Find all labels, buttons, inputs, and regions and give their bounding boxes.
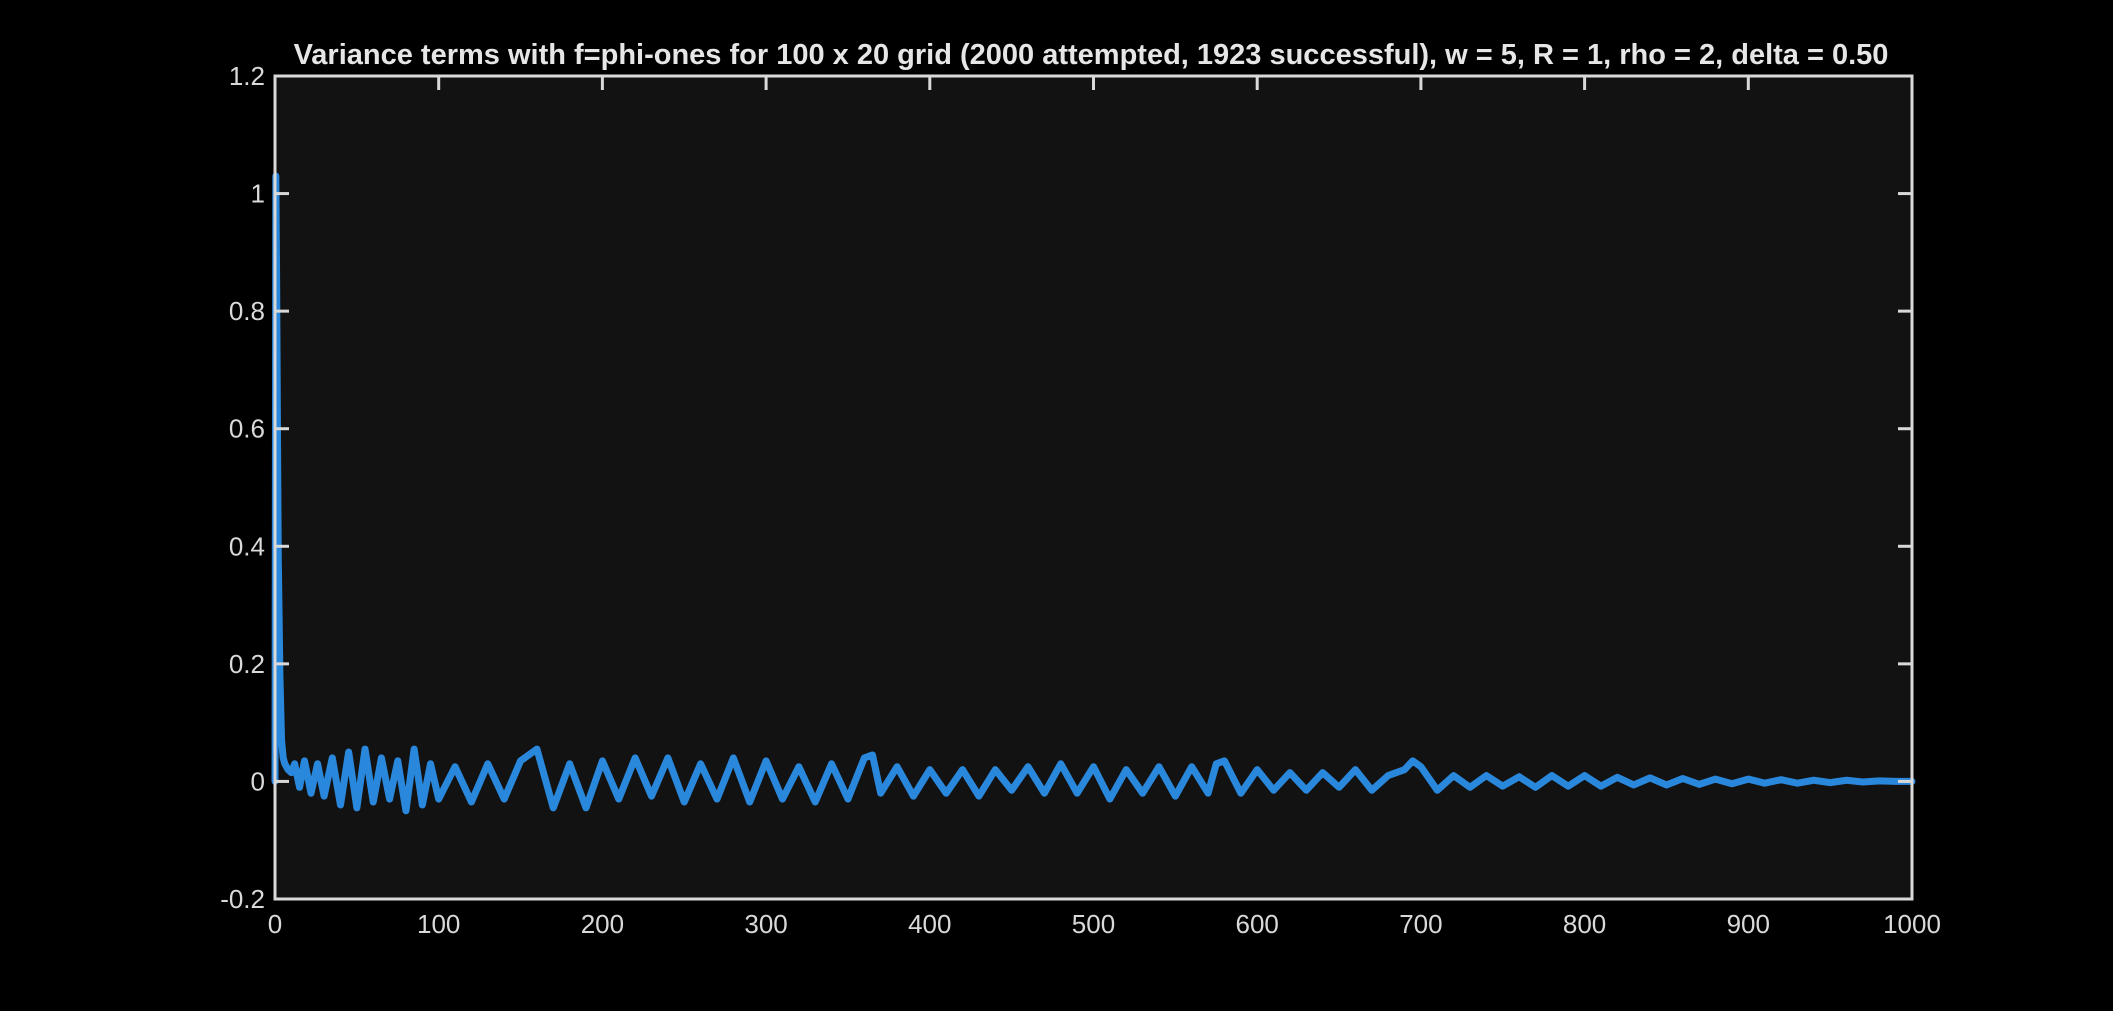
y-tick-label: 1.2 (229, 61, 265, 91)
y-tick-label: 0.8 (229, 296, 265, 326)
data-series-line (271, 172, 1916, 815)
x-tick-label: 0 (268, 909, 282, 939)
x-tick-label: 100 (417, 909, 460, 939)
x-tick-label: 400 (908, 909, 951, 939)
tick-labels: 0 100 200 300 400 500 600 700 800 900 1000-0.200.2… (220, 61, 1941, 939)
y-tick-label: 0.2 (229, 649, 265, 679)
axis-ticks (273, 74, 1914, 901)
y-tick-label: 1 (251, 179, 265, 209)
x-tick-label: 700 (1399, 909, 1442, 939)
x-tick-label: 800 (1563, 909, 1606, 939)
x-tick-label: 500 (1072, 909, 1115, 939)
y-tick-label: 0 (251, 766, 265, 796)
axes-frame (273, 74, 1914, 901)
x-tick-label: 300 (744, 909, 787, 939)
chart-title: Variance terms with f=phi-ones for 100 x… (294, 39, 1889, 71)
x-tick-label: 1000 (1883, 909, 1941, 939)
x-tick-label: 900 (1727, 909, 1770, 939)
y-tick-label: 0.4 (229, 531, 265, 561)
x-tick-label: 600 (1236, 909, 1279, 939)
y-tick-label: 0.6 (229, 414, 265, 444)
x-tick-label: 200 (581, 909, 624, 939)
plot-area (275, 76, 1912, 899)
y-tick-label: -0.2 (220, 884, 265, 914)
